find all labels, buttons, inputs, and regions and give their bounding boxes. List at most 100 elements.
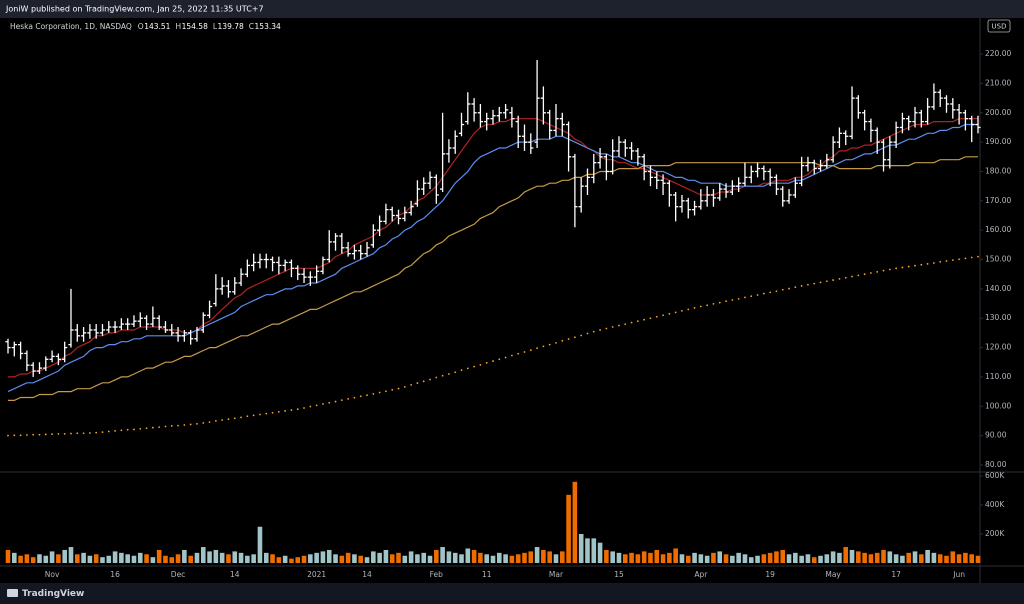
ma-dot xyxy=(139,427,142,430)
ohlc-bar xyxy=(616,136,622,157)
ma-dot xyxy=(920,263,923,266)
ma-dot xyxy=(240,416,242,419)
volume-bar xyxy=(30,557,36,563)
ma-dot xyxy=(315,404,318,407)
ma-dot xyxy=(580,334,583,337)
ma-dot xyxy=(107,430,110,433)
legend-value: 139.78 xyxy=(218,22,244,31)
ma-dot xyxy=(145,427,148,430)
volume-bar xyxy=(856,551,861,563)
ma-dot xyxy=(945,260,948,262)
volume-bar xyxy=(125,554,130,563)
ma-dot xyxy=(838,277,841,280)
ohlc-bar xyxy=(572,153,578,228)
ma-dot xyxy=(870,272,872,274)
volume-tick-label: 400K xyxy=(985,500,1005,509)
ma-dot xyxy=(504,356,507,359)
ma-dot xyxy=(825,280,828,283)
x-tick-label: 17 xyxy=(891,570,901,579)
ohlc-bar xyxy=(792,177,798,198)
ma-dot xyxy=(699,305,702,308)
ma-dot xyxy=(328,401,331,404)
volume-bar xyxy=(748,557,754,563)
ohlc-bar xyxy=(263,253,269,269)
ohlc-bar xyxy=(383,203,389,225)
volume-bar xyxy=(364,557,370,563)
ma-dot xyxy=(290,409,293,411)
ohlc-bar xyxy=(691,200,698,216)
volume-bar xyxy=(137,552,143,563)
volume-bar xyxy=(163,555,168,563)
ma-dot xyxy=(542,345,545,348)
ohlc-bar xyxy=(610,139,616,175)
ma-dot xyxy=(340,399,343,401)
ma-dot xyxy=(246,415,249,418)
ohlc-bar xyxy=(358,244,364,260)
volume-bar xyxy=(440,547,445,563)
header-bar xyxy=(0,0,1024,18)
ohlc-bar xyxy=(200,312,206,333)
volume-bar xyxy=(396,552,401,563)
ma-dot xyxy=(284,410,287,412)
volume-bar xyxy=(371,551,376,563)
ma-dot xyxy=(441,374,444,377)
ma-dot xyxy=(769,291,772,294)
ma-dot xyxy=(158,426,161,428)
ohlc-bar xyxy=(150,306,156,328)
ohlc-bar xyxy=(597,148,603,169)
ma-dot xyxy=(611,326,614,328)
legend-value: 154.58 xyxy=(182,22,208,31)
ohlc-bar xyxy=(540,86,546,125)
ma-dot xyxy=(57,432,60,435)
ohlc-bar xyxy=(975,115,981,134)
volume-bar xyxy=(761,554,767,563)
ohlc-bar xyxy=(943,95,950,113)
ma-dot xyxy=(813,282,816,285)
x-tick-label: Feb xyxy=(430,570,444,579)
ma-dot xyxy=(800,285,803,287)
ma-dot xyxy=(416,382,419,384)
volume-bar xyxy=(200,547,206,563)
ohlc-bar xyxy=(641,153,647,181)
ohlc-bar xyxy=(80,327,87,342)
ma-dot xyxy=(422,380,425,383)
ohlc-bar xyxy=(282,259,288,272)
ohlc-bar xyxy=(24,350,30,372)
volume-bar xyxy=(799,555,804,563)
ma-dot xyxy=(44,433,47,436)
ohlc-bar xyxy=(534,59,540,149)
volume-bar xyxy=(446,551,452,563)
ohlc-bar xyxy=(969,115,975,143)
ma-dot xyxy=(788,287,790,290)
ohlc-bar xyxy=(836,127,843,149)
ohlc-bar xyxy=(188,329,194,345)
ma-dot xyxy=(76,432,79,435)
ma-dot xyxy=(762,292,765,295)
x-tick-label: 14 xyxy=(362,570,372,579)
ohlc-bar xyxy=(710,189,717,207)
x-tick-label: Mar xyxy=(549,570,564,579)
ma-dot xyxy=(460,369,463,372)
volume-bar xyxy=(68,547,74,563)
volume-bar xyxy=(566,494,571,563)
ohlc-bar xyxy=(962,109,969,131)
volume-bar xyxy=(93,554,99,563)
moving-average xyxy=(8,156,978,401)
ohlc-bar xyxy=(465,92,471,125)
volume-bar xyxy=(963,552,968,563)
ohlc-bar xyxy=(698,189,704,210)
volume-bar xyxy=(868,554,874,563)
volume-bar xyxy=(194,552,200,563)
ma-dot xyxy=(958,258,961,261)
ohlc-bar xyxy=(843,130,849,146)
volume-bar xyxy=(660,554,666,563)
ohlc-bar xyxy=(11,341,17,357)
volume-bar xyxy=(597,542,603,563)
volume-bar xyxy=(931,552,937,563)
volume-bar xyxy=(818,555,823,563)
volume-bar xyxy=(893,554,899,563)
ma-dot xyxy=(88,432,91,434)
ma-dot xyxy=(888,268,891,271)
volume-bar xyxy=(919,554,924,563)
volume-bar xyxy=(975,555,981,563)
